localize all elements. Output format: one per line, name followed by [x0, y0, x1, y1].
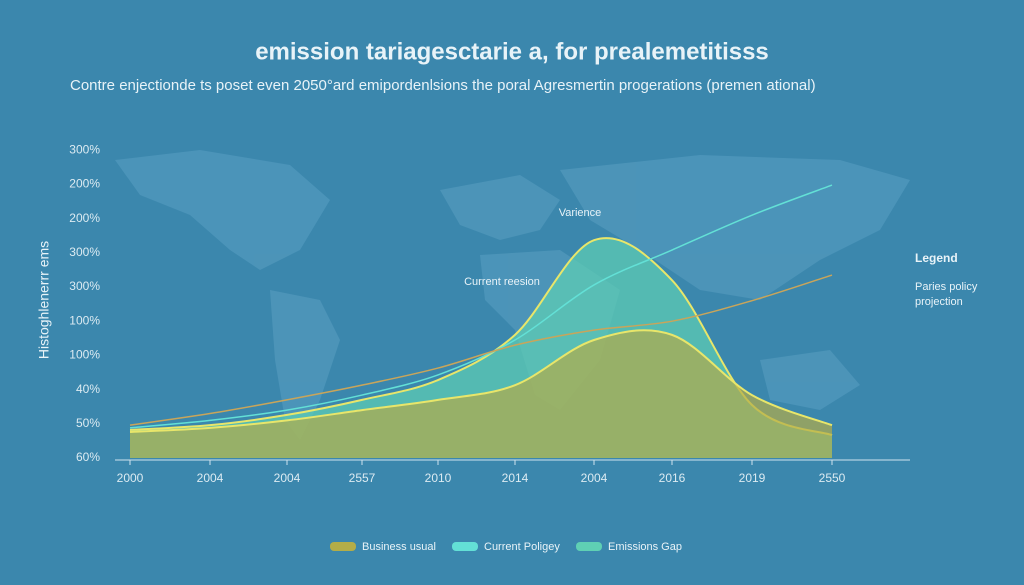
legend-label: Business usual — [362, 541, 436, 553]
series-line — [129, 274, 833, 426]
y-tick-label: 100% — [69, 313, 100, 327]
y-tick-label: 50% — [76, 416, 100, 430]
annotation: Current reesion — [464, 276, 540, 288]
x-tick-label: 2004 — [581, 471, 608, 485]
legend-label: Current Poligey — [484, 541, 560, 553]
series-line — [129, 329, 833, 434]
y-tick-label: 200% — [69, 177, 100, 191]
legend-title: Legend — [915, 251, 958, 265]
x-tick-label: 2557 — [349, 471, 376, 485]
y-tick-label: 300% — [69, 279, 100, 293]
x-tick-label: 2004 — [274, 471, 301, 485]
y-axis-title: Histoghlenerrr ems — [36, 241, 52, 359]
y-tick-label: 60% — [76, 450, 100, 464]
annotation: Varience — [559, 207, 602, 219]
chart-title: emission tariagesctarie a, for prealemet… — [255, 38, 769, 65]
x-tick-label: 2550 — [819, 471, 846, 485]
legend-swatch — [330, 542, 356, 551]
legend-swatch — [576, 542, 602, 551]
legend-swatch — [452, 542, 478, 551]
y-tick-label: 100% — [69, 348, 100, 362]
x-tick-label: 2004 — [197, 471, 224, 485]
y-tick-label: 300% — [69, 245, 100, 259]
x-tick-label: 2019 — [739, 471, 766, 485]
x-tick-label: 2010 — [425, 471, 452, 485]
chart-subtitle: Contre enjectionde ts poset even 2050°ar… — [70, 77, 816, 94]
legend-label: Emissions Gap — [608, 541, 682, 553]
x-tick-label: 2014 — [502, 471, 529, 485]
x-tick-label: 2000 — [117, 471, 144, 485]
y-tick-label: 200% — [69, 211, 100, 225]
x-tick-label: 2016 — [659, 471, 686, 485]
y-tick-label: 40% — [76, 382, 100, 396]
side-legend: Paries policy projection — [915, 280, 1005, 310]
y-tick-label: 300% — [69, 142, 100, 156]
series-line — [129, 237, 833, 437]
legend-label: Paries policy projection — [915, 281, 978, 308]
